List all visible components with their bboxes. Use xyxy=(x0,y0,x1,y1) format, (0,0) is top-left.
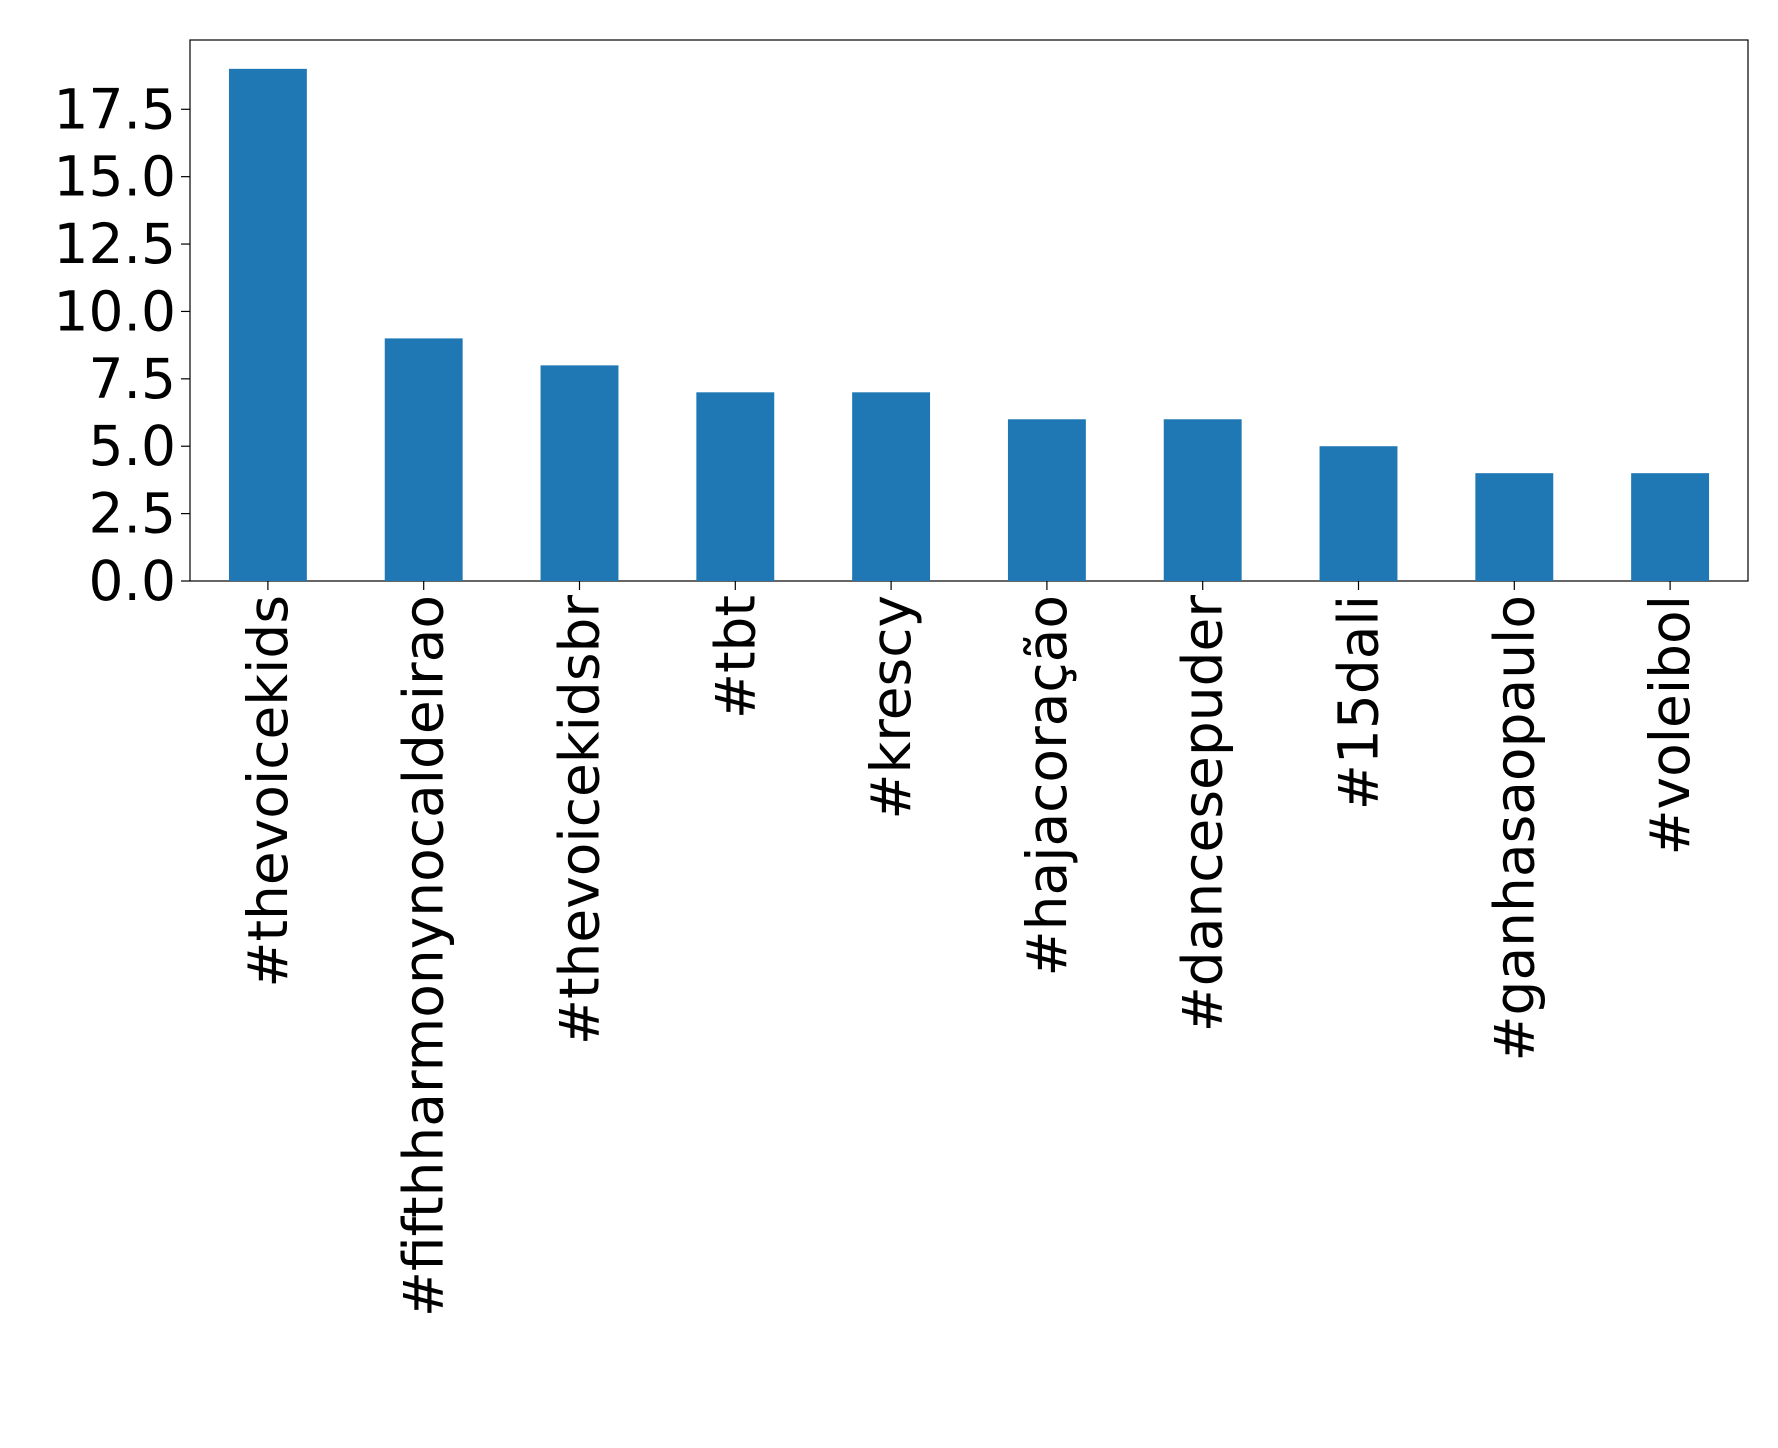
y-tick-label: 15.0 xyxy=(54,145,176,209)
y-tick-label: 17.5 xyxy=(54,77,176,141)
bar xyxy=(1631,473,1710,581)
x-tick-label: #15dali xyxy=(1327,595,1391,810)
bar xyxy=(852,392,931,581)
y-tick-label: 7.5 xyxy=(89,347,176,411)
x-tick-label: #thevoicekids xyxy=(236,595,300,988)
bar xyxy=(1007,419,1086,581)
x-tick-label: #thevoicekidsbr xyxy=(548,595,612,1046)
x-tick-label: #voleibol xyxy=(1638,595,1702,856)
bar xyxy=(540,365,619,581)
y-tick-label: 0.0 xyxy=(89,549,176,613)
bar xyxy=(696,392,775,581)
bar xyxy=(228,68,307,582)
bar xyxy=(1475,473,1554,581)
y-tick-label: 5.0 xyxy=(89,414,176,478)
plot-frame xyxy=(189,39,1749,582)
x-tick-label: #krescy xyxy=(859,595,923,820)
x-tick-label: #fifthharmonynocaldeirao xyxy=(392,595,456,1317)
x-tick-label: #dancesepuder xyxy=(1171,595,1235,1033)
y-tick-label: 10.0 xyxy=(54,279,176,343)
y-tick-label: 12.5 xyxy=(54,212,176,276)
x-tick-label: #tbt xyxy=(703,595,767,719)
bar xyxy=(1163,419,1242,581)
x-tick-label: #hajacoração xyxy=(1015,595,1079,976)
y-tick-label: 2.5 xyxy=(89,482,176,546)
bar xyxy=(1319,446,1398,581)
x-tick-label: #ganhasaopaulo xyxy=(1482,595,1546,1062)
bar xyxy=(384,338,463,581)
